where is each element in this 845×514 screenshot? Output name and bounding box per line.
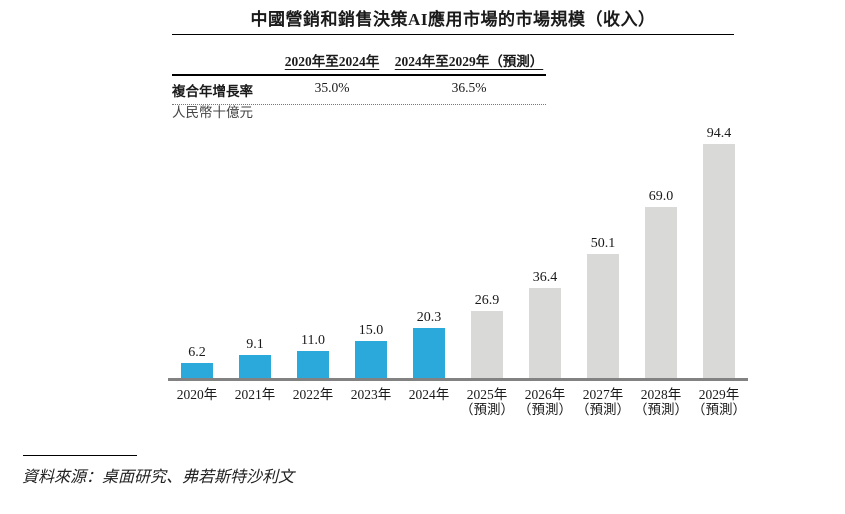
bar-group: 20.3 xyxy=(400,310,458,378)
bar-value-label: 50.1 xyxy=(590,235,616,251)
bar-group: 26.9 xyxy=(458,293,516,378)
bar-actual xyxy=(413,327,445,378)
bar-chart: 6.2 9.1 11.0 15.0 20.3 26.9 36.4 50.1 69.0 94.4 2… xyxy=(168,120,748,417)
bar-group: 94.4 xyxy=(690,126,748,378)
bar-value-label: 69.0 xyxy=(648,188,674,204)
plot-area: 6.2 9.1 11.0 15.0 20.3 26.9 36.4 50.1 69.0 94.4 xyxy=(168,120,748,378)
bar-value-label: 9.1 xyxy=(246,337,264,353)
bar-actual xyxy=(239,355,271,378)
bar-value-label: 20.3 xyxy=(416,309,442,325)
cagr-value-period-2: 36.5% xyxy=(451,80,487,95)
x-axis-label-forecast-suffix: （預測） xyxy=(634,401,688,417)
bar-group: 9.1 xyxy=(226,337,284,378)
cagr-header-period-2: 2024年至2029年（預測） xyxy=(394,54,544,69)
cagr-value-period-1: 35.0% xyxy=(314,80,350,95)
bar-forecast xyxy=(529,287,561,378)
x-axis-label: 2021年 xyxy=(234,386,276,402)
bar-actual xyxy=(297,350,329,378)
bar-value-label: 26.9 xyxy=(474,293,500,309)
x-axis-label: 2029年 （預測） xyxy=(692,386,746,417)
y-axis-unit-label: 人民幣十億元 xyxy=(172,105,253,120)
cagr-row-label: 複合年增長率 xyxy=(172,84,253,99)
footnote-divider xyxy=(23,455,137,456)
x-axis-label: 2027年 （預測） xyxy=(576,386,630,417)
cagr-table: 2020年至2024年 2024年至2029年（預測） 複合年增長率 35.0%… xyxy=(172,44,546,105)
bar-group: 69.0 xyxy=(632,189,690,378)
bar-group: 50.1 xyxy=(574,236,632,378)
bar-value-label: 36.4 xyxy=(532,269,558,285)
bar-group: 11.0 xyxy=(284,333,342,378)
x-axis-label: 2025年 （預測） xyxy=(460,386,514,417)
cagr-table-header-row: 2020年至2024年 2024年至2029年（預測） xyxy=(172,44,546,76)
source-note: 資料來源：桌面研究、弗若斯特沙利文 xyxy=(22,469,295,486)
chart-title-block: 中國營銷和銷售決策AI應用市場的市場規模（收入） xyxy=(172,8,734,35)
bar-forecast xyxy=(703,143,735,378)
x-axis-label: 2023年 xyxy=(350,386,392,402)
bar-forecast xyxy=(587,253,619,378)
bar-value-label: 15.0 xyxy=(358,322,384,338)
bar-value-label: 11.0 xyxy=(301,332,325,348)
cagr-table-data-row: 複合年增長率 35.0% 36.5% xyxy=(172,76,546,105)
x-axis-label: 2022年 xyxy=(292,386,334,402)
cagr-header-period-1: 2020年至2024年 xyxy=(284,54,380,69)
x-axis-label: 2020年 xyxy=(176,386,218,402)
bar-group: 6.2 xyxy=(168,345,226,378)
x-axis-labels: 2020年 2021年 2022年 2023年 2024年 2025年 （預測） 2026年（… xyxy=(168,381,748,417)
x-axis-label-forecast-suffix: （預測） xyxy=(518,401,572,417)
bar-actual xyxy=(355,340,387,378)
x-axis-label: 2026年 （預測） xyxy=(518,386,572,417)
bar-forecast xyxy=(471,311,503,378)
chart-title: 中國營銷和銷售決策AI應用市場的市場規模（收入） xyxy=(250,10,656,29)
bar-group: 36.4 xyxy=(516,270,574,378)
x-axis-label-forecast-suffix: （預測） xyxy=(692,401,746,417)
x-axis-label: 2024年 xyxy=(408,386,450,402)
x-axis-label-forecast-suffix: （預測） xyxy=(460,401,514,417)
x-axis-line xyxy=(168,378,748,381)
bar-value-label: 94.4 xyxy=(706,125,732,141)
x-axis-label-forecast-suffix: （預測） xyxy=(576,401,630,417)
bar-value-label: 6.2 xyxy=(188,344,206,360)
bar-forecast xyxy=(645,206,677,378)
x-axis-label: 2028年 （預測） xyxy=(634,386,688,417)
bar-group: 15.0 xyxy=(342,323,400,378)
bar-actual xyxy=(181,362,213,378)
